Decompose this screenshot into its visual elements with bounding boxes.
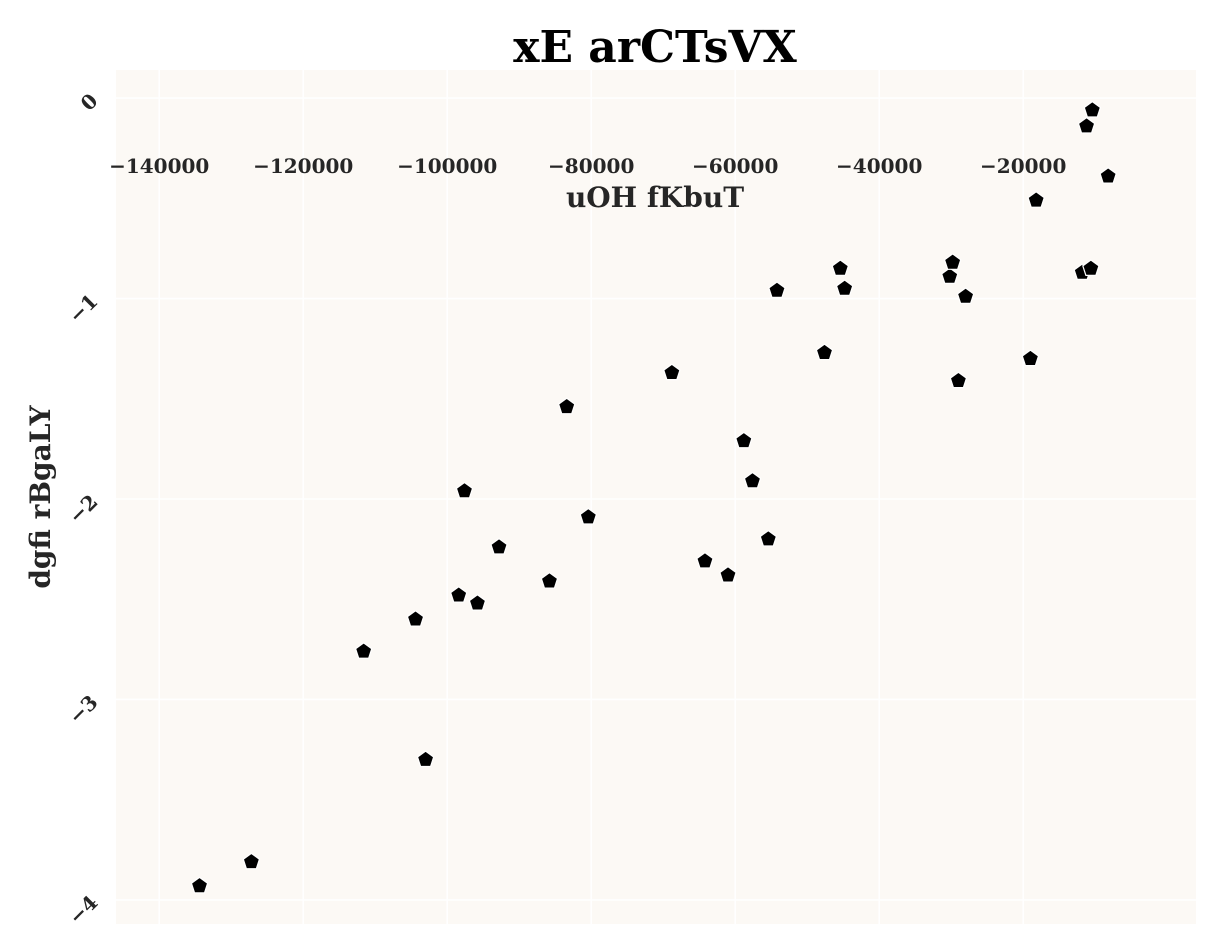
data-point [1083, 100, 1102, 118]
x-tick-label: −120000 [253, 154, 353, 178]
x-axis-label: uOH fKbuT [566, 181, 744, 214]
x-tick-label: −100000 [397, 154, 497, 178]
data-point [835, 279, 854, 296]
data-point [406, 610, 425, 627]
data-point [455, 481, 474, 499]
data-point [579, 507, 598, 525]
data-point [743, 471, 762, 489]
data-point [1077, 116, 1096, 134]
data-point [416, 750, 435, 768]
plot-area [116, 70, 1196, 924]
x-axis-ticks: −140000 −120000 −100000 −80000 −60000 −40000 −… [109, 154, 1066, 178]
data-point [1099, 167, 1117, 184]
data-point [540, 571, 559, 589]
x-tick-label: −80000 [548, 154, 634, 178]
data-point [1027, 191, 1045, 208]
y-tick-label: −4 [64, 890, 103, 929]
x-tick-label: −140000 [109, 154, 209, 178]
data-point [759, 529, 778, 547]
data-point [242, 852, 261, 870]
data-point [831, 259, 850, 276]
y-axis-ticks: 0 −1 −2 −3 −4 [64, 89, 103, 930]
y-tick-label: −3 [64, 690, 103, 729]
y-axis-label: dgfi rBgaLY [24, 404, 57, 588]
data-point [949, 371, 968, 389]
data-point [815, 343, 834, 361]
data-point [468, 594, 487, 611]
data-point [956, 287, 975, 305]
data-point [449, 585, 468, 603]
x-tick-label: −40000 [836, 154, 922, 178]
data-point [768, 281, 786, 298]
data-point [490, 537, 508, 555]
data-point [940, 267, 959, 284]
chart-title: xE arCTsVX [513, 22, 797, 73]
data-point [735, 431, 753, 449]
data-point [943, 253, 962, 270]
data-point [190, 876, 209, 894]
data-point [696, 551, 714, 569]
x-tick-label: −20000 [980, 154, 1066, 178]
data-point [719, 565, 737, 583]
data-point [1021, 349, 1040, 367]
data-point [663, 363, 681, 381]
y-tick-label: 0 [76, 89, 103, 116]
grid [116, 70, 1196, 924]
data-point [354, 642, 373, 659]
data-point [1082, 259, 1100, 276]
y-tick-label: −2 [64, 490, 103, 529]
x-tick-label: −60000 [692, 154, 778, 178]
data-points [190, 100, 1117, 894]
data-point [557, 397, 576, 415]
y-tick-label: −1 [64, 289, 103, 328]
